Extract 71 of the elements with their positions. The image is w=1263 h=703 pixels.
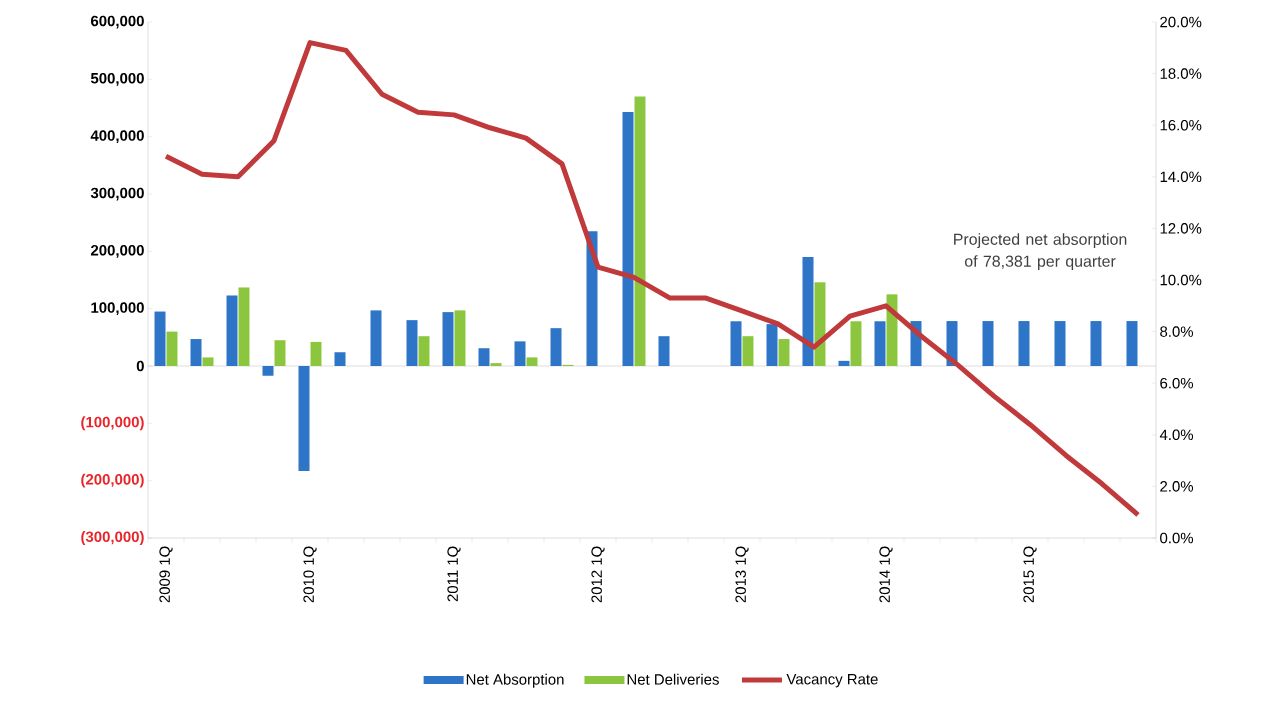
bar [658,336,670,366]
y-tick-label: 100,000 [91,302,144,316]
x-tick-label: 2011 1Q [447,546,461,602]
y2-tick-label: 6.0% [1160,377,1194,389]
bar [202,357,214,366]
y2-tick-label: 10.0% [1160,274,1202,286]
bar [730,321,742,366]
bar [1126,321,1138,366]
x-tick-label: 2010 1Q [303,546,317,603]
y-tick-label: 400,000 [90,130,144,144]
bar [1054,321,1066,366]
y2-tick-label: 16.0% [1160,119,1202,131]
bar [838,360,850,366]
bar [334,352,346,366]
bar [802,257,814,366]
bar [226,295,238,366]
bar [742,336,754,366]
x-tick-label: 2015 1Q [1023,546,1037,603]
y-tick-label: 0 [136,360,144,372]
bar [550,328,562,366]
x-tick-label: 2013 1Q [735,546,749,603]
bar [1018,321,1030,366]
bar [850,321,862,366]
bar [514,341,526,366]
y-tick-label: 200,000 [90,244,144,258]
bar [778,339,790,366]
bar [874,321,886,366]
bar [370,310,382,366]
bar [982,321,994,366]
bar [418,336,430,366]
legend-label: Net Deliveries [627,673,719,685]
bar [190,339,202,366]
y-tick-label: 500,000 [90,72,144,86]
bar [1090,321,1102,366]
y-tick-label: 600,000 [91,15,144,29]
y-tick-label: (200,000) [81,473,144,488]
bar [886,294,898,366]
y-tick-label: 300,000 [90,187,144,201]
legend-label: Net Absorption [466,673,564,688]
bar [310,341,322,366]
bar [262,366,274,376]
bar [274,340,286,366]
bar [238,287,250,366]
legend-label: Vacancy Rate [786,674,878,688]
bar [634,96,646,366]
y2-tick-label: 2.0% [1160,481,1194,492]
bar [298,366,310,471]
bar [166,331,178,366]
bar [154,311,166,366]
bar [622,112,634,366]
y2-tick-label: 4.0% [1159,429,1194,441]
bar [490,363,502,366]
bar [814,282,826,366]
bar [454,310,466,366]
x-tick-label: 2009 1Q [159,546,173,603]
y2-tick-label: 0.0% [1160,532,1194,544]
y2-tick-label: 18.0% [1160,68,1202,79]
x-tick-label: 2012 1Q [591,546,605,603]
bar [766,324,778,366]
bar [526,357,538,366]
bar [406,320,418,366]
bar [478,348,490,366]
y2-tick-label: 20.0% [1160,16,1202,28]
y-tick-label: (100,000) [81,416,144,431]
y2-tick-label: 8.0% [1160,326,1194,337]
y-tick-label: (300,000) [81,531,144,545]
x-tick-label: 2014 1Q [879,546,893,603]
annotation: Projected net absorption of 78,381 per quarter [954,233,1127,271]
y2-tick-label: 14.0% [1160,171,1202,183]
y2-tick-label: 12.0% [1160,223,1202,234]
bar [442,312,454,366]
